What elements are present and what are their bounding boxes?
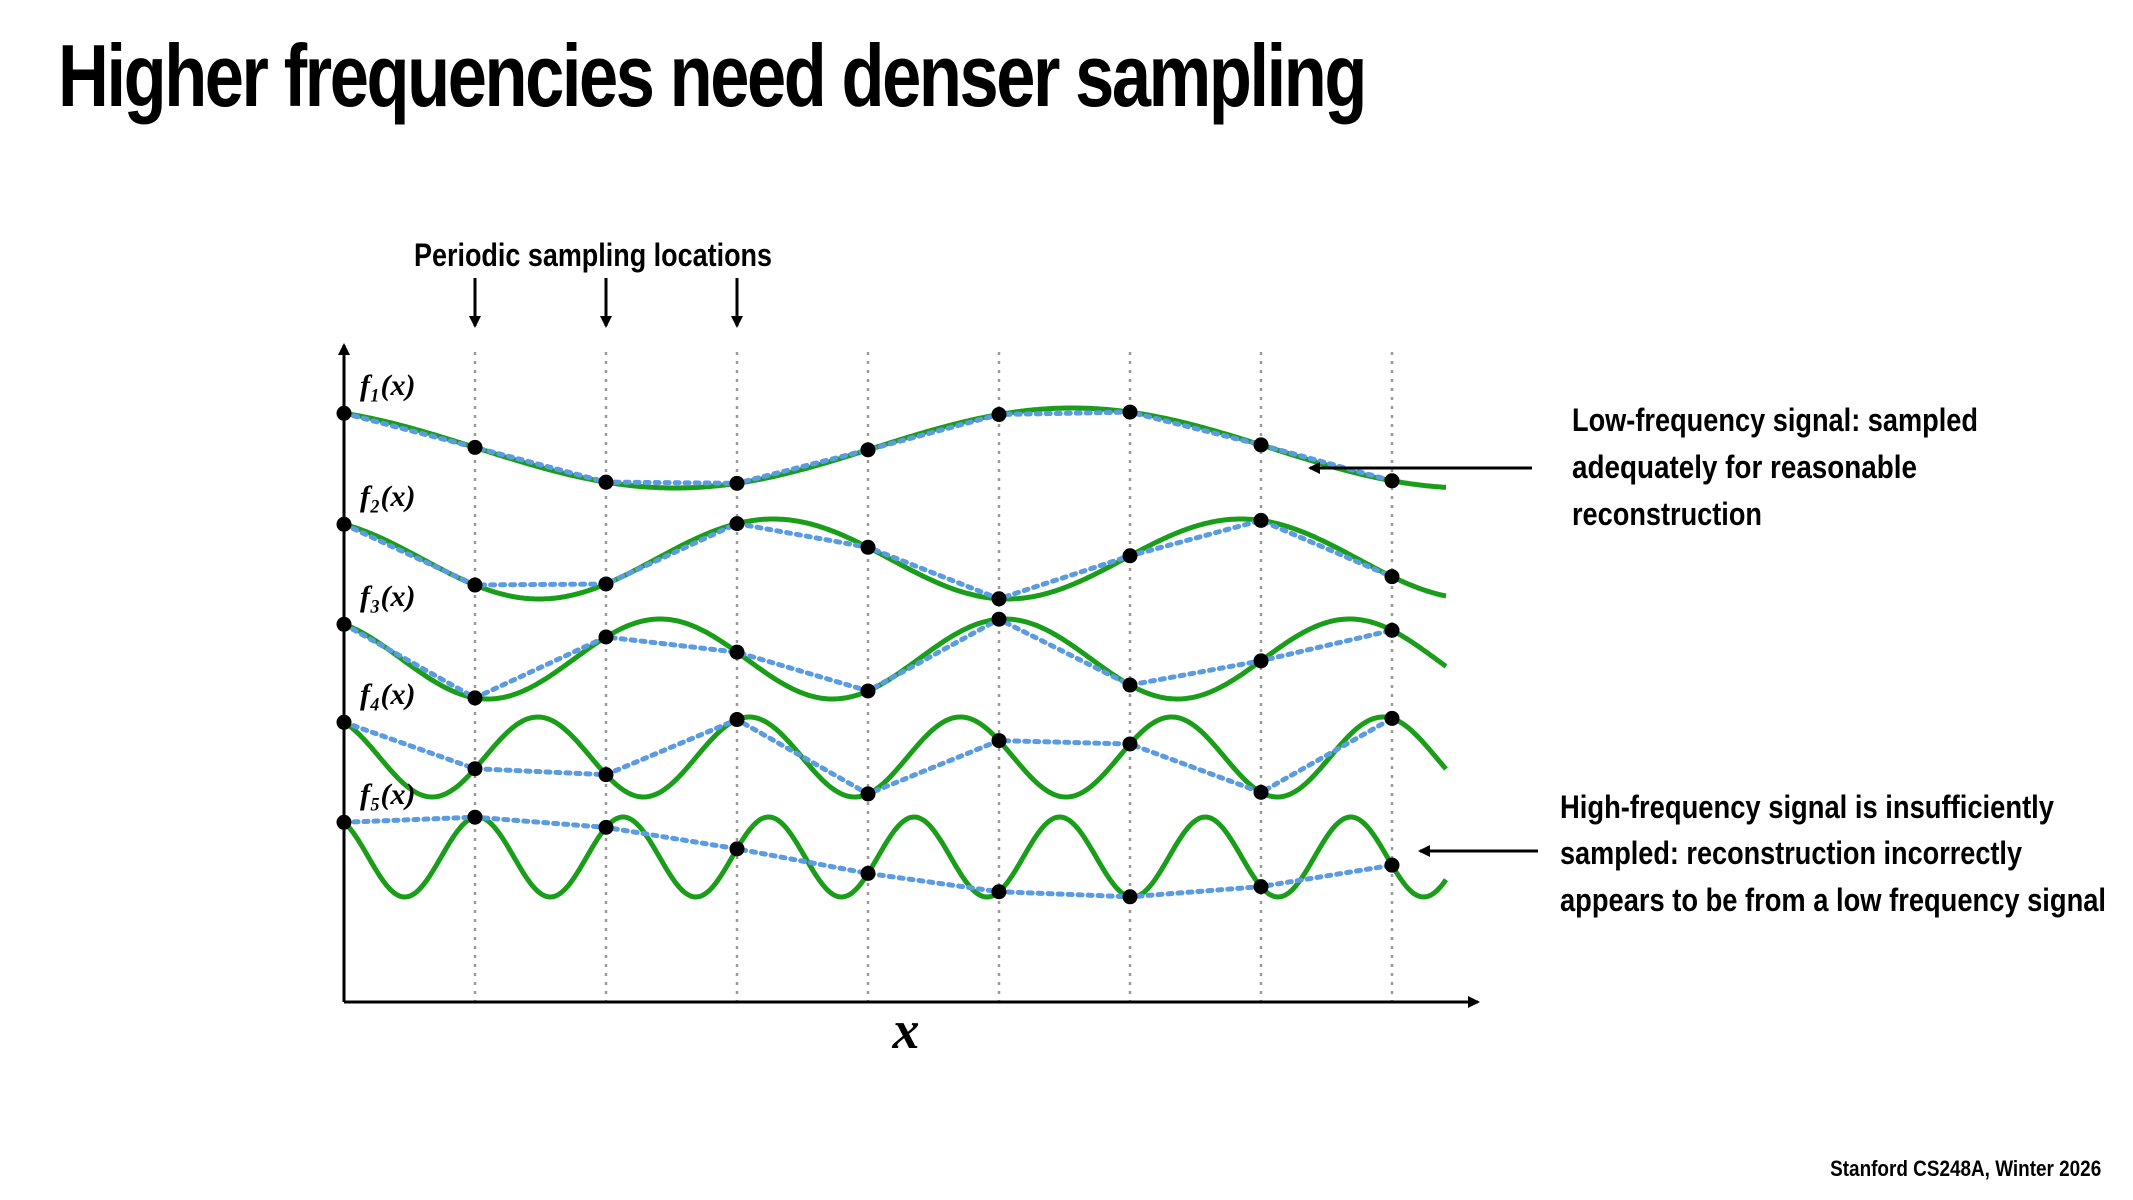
- low-frequency-line-2: adequately for reasonable: [1572, 449, 1917, 485]
- sample-point: [1253, 784, 1269, 800]
- signal-f5: f₅(x): [336, 778, 1449, 905]
- high-frequency-line-3: appears to be from a low frequency signa…: [1560, 882, 2106, 918]
- low-frequency-line-1: Low-frequency signal: sampled: [1572, 402, 1978, 438]
- sample-point: [1384, 857, 1400, 873]
- sample-point: [860, 442, 876, 458]
- sample-point: [336, 405, 352, 421]
- sample-point: [467, 809, 483, 825]
- sample-point: [336, 814, 352, 830]
- annotation-high-frequency: High-frequency signal is insufficiently …: [1418, 789, 2106, 918]
- function-label-f3: f₃(x): [360, 580, 415, 613]
- function-label-f5: f₅(x): [360, 778, 415, 811]
- reconstruction-line: [341, 715, 1395, 797]
- low-frequency-line-3: reconstruction: [1572, 496, 1762, 532]
- sample-point: [1384, 569, 1400, 585]
- sample-point: [1122, 736, 1138, 752]
- signal-f1: f₁(x): [336, 369, 1447, 491]
- sample-point: [860, 786, 876, 802]
- sample-point: [729, 516, 745, 532]
- signals: f₁(x) f₂(x) f₃(x) f₄(x) f₅(x): [336, 369, 1449, 905]
- sample-point: [467, 439, 483, 455]
- page-title: Higher frequencies need denser sampling: [58, 26, 1367, 125]
- sample-location-lines: [473, 352, 1394, 1002]
- signal-f2: f₂(x): [336, 480, 1447, 607]
- signal-f3: f₃(x): [336, 580, 1448, 706]
- sample-point: [1122, 677, 1138, 693]
- sample-point: [729, 841, 745, 857]
- sample-point: [598, 474, 614, 490]
- sample-point: [991, 407, 1007, 423]
- sample-point: [991, 884, 1007, 900]
- sample-point: [467, 690, 483, 706]
- sample-point: [467, 761, 483, 777]
- sample-point: [729, 644, 745, 660]
- reconstruction-line: [341, 409, 1395, 486]
- function-label-f2: f₂(x): [360, 480, 415, 513]
- sample-point: [1384, 710, 1400, 726]
- sample-point: [729, 475, 745, 491]
- sample-point: [1384, 473, 1400, 489]
- sample-point: [991, 611, 1007, 627]
- low-frequency-text: Low-frequency signal: sampled adequately…: [1572, 402, 1987, 532]
- footer-course-label: Stanford CS248A, Winter 2026: [1829, 1156, 2101, 1181]
- sample-point: [1253, 653, 1269, 669]
- sampling-locations-label: Periodic sampling locations: [414, 237, 772, 273]
- signal-curve: [343, 616, 1448, 702]
- sample-point: [336, 616, 352, 632]
- sample-point: [1122, 404, 1138, 420]
- function-label-f4: f₄(x): [360, 678, 415, 711]
- high-frequency-line-1: High-frequency signal is insufficiently: [1560, 789, 2054, 825]
- sample-point: [598, 767, 614, 783]
- sample-point: [1253, 437, 1269, 453]
- sample-point: [991, 733, 1007, 749]
- sample-point: [336, 516, 352, 532]
- sample-point: [336, 714, 352, 730]
- function-label-f1: f₁(x): [360, 369, 415, 402]
- sample-point: [860, 683, 876, 699]
- sample-point: [1253, 512, 1269, 528]
- sample-point: [598, 819, 614, 835]
- sample-point: [1384, 622, 1400, 638]
- annotation-low-frequency: Low-frequency signal: sampled adequately…: [1308, 402, 1987, 532]
- sample-point: [729, 712, 745, 728]
- signal-curve: [343, 405, 1447, 491]
- sample-point: [598, 629, 614, 645]
- high-frequency-line-2: sampled: reconstruction incorrectly: [1560, 835, 2022, 871]
- high-frequency-text: High-frequency signal is insufficiently …: [1560, 789, 2106, 918]
- sample-point: [991, 591, 1007, 607]
- sample-point: [598, 576, 614, 592]
- sample-point: [860, 865, 876, 881]
- sample-point: [1253, 879, 1269, 895]
- sample-point: [1122, 889, 1138, 905]
- sampling-arrows: [469, 278, 743, 328]
- sample-point: [467, 577, 483, 593]
- sample-point: [1122, 548, 1138, 564]
- x-axis-label: x: [892, 1000, 920, 1060]
- signal-f4: f₄(x): [336, 678, 1448, 802]
- sample-point: [860, 539, 876, 555]
